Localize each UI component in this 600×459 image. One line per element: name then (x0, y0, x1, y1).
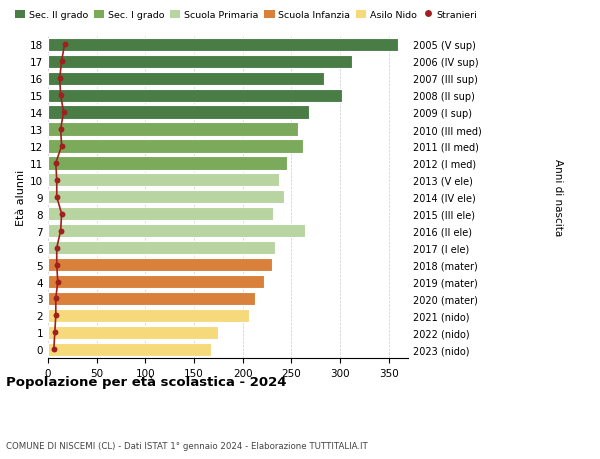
Bar (48, 157, 287, 170)
Point (51, 312, 61, 319)
Bar (48, 106, 309, 119)
Bar (48, 90, 342, 102)
Point (57, 58, 67, 66)
Point (52, 261, 62, 269)
Bar (48, 343, 211, 356)
Point (55, 75, 64, 83)
Point (56, 92, 65, 100)
Point (53, 278, 62, 285)
Text: COMUNE DI NISCEMI (CL) - Dati ISTAT 1° gennaio 2024 - Elaborazione TUTTITALIA.IT: COMUNE DI NISCEMI (CL) - Dati ISTAT 1° g… (6, 441, 368, 450)
Bar (48, 191, 284, 204)
Point (52, 245, 62, 252)
Bar (48, 241, 275, 255)
Point (57, 143, 67, 150)
Bar (48, 73, 325, 85)
Legend: Sec. II grado, Sec. I grado, Scuola Primaria, Scuola Infanzia, Asilo Nido, Stran: Sec. II grado, Sec. I grado, Scuola Prim… (11, 7, 481, 24)
Point (59, 109, 68, 117)
Y-axis label: Età alunni: Età alunni (16, 169, 26, 225)
Point (52, 194, 62, 201)
Bar (48, 275, 264, 289)
Bar (48, 224, 305, 238)
Bar (48, 174, 278, 187)
Bar (48, 309, 250, 322)
Bar (48, 258, 272, 272)
Bar (48, 326, 218, 339)
Bar (48, 140, 303, 153)
Point (51, 295, 61, 302)
Bar (48, 56, 352, 69)
Point (60, 41, 70, 49)
Text: Popolazione per età scolastica - 2024: Popolazione per età scolastica - 2024 (6, 375, 287, 388)
Bar (48, 39, 398, 52)
Point (56, 126, 65, 134)
Bar (48, 207, 273, 221)
Point (50, 329, 59, 336)
Point (49, 346, 59, 353)
Point (56, 228, 65, 235)
Bar (48, 292, 255, 305)
Point (57, 211, 67, 218)
Y-axis label: Anni di nascita: Anni di nascita (553, 159, 563, 236)
Point (51, 160, 61, 167)
Point (52, 177, 62, 184)
Bar (48, 123, 298, 136)
